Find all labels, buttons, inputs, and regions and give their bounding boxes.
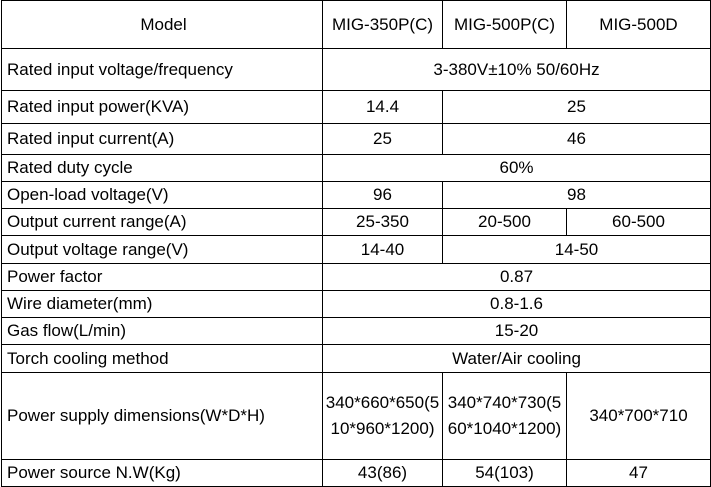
table-row: Rated input current(A) 25 46 — [1, 123, 711, 155]
table-row: Rated duty cycle 60% — [1, 154, 711, 182]
table-cell: 25 — [322, 123, 443, 155]
table-row: Wire diameter(mm) 0.8-1.6 — [1, 290, 711, 318]
table-row: Torch cooling method Water/Air cooling — [1, 344, 711, 373]
table-cell: Rated duty cycle — [1, 154, 323, 182]
table-cell: 340*660*650(510*960*1200) — [322, 372, 443, 460]
table-row: Rated input voltage/frequency 3-380V±10% … — [1, 48, 711, 91]
table-cell: 60-500 — [566, 208, 711, 236]
table-cell: Open-load voltage(V) — [1, 181, 323, 209]
table-cell: 340*700*710 — [566, 372, 711, 460]
table-row: Rated input power(KVA) 14.4 25 — [1, 90, 711, 124]
table-cell: 98 — [442, 181, 711, 209]
table-row: Output voltage range(V) 14-40 14-50 — [1, 235, 711, 264]
table-cell: 3-380V±10% 50/60Hz — [322, 48, 711, 91]
table-cell: Rated input voltage/frequency — [1, 48, 323, 91]
table-cell: 14-50 — [442, 235, 711, 264]
table-cell: 0.87 — [322, 263, 711, 291]
table-cell: Output current range(A) — [1, 208, 323, 236]
table-cell: 340*740*730(560*1040*1200) — [442, 372, 567, 460]
table-cell: 46 — [442, 123, 711, 155]
table-cell: Rated input power(KVA) — [1, 90, 323, 124]
table-row: Output current range(A) 25-350 20-500 60-50… — [1, 208, 711, 236]
table-cell: 47 — [566, 459, 711, 487]
header-cell: MIG-350P(C) — [322, 0, 443, 49]
table-cell: 60% — [322, 154, 711, 182]
table-cell: 0.8-1.6 — [322, 290, 711, 318]
table-row: Open-load voltage(V) 96 98 — [1, 181, 711, 209]
table-cell: Torch cooling method — [1, 344, 323, 373]
header-cell: Model — [1, 0, 323, 49]
table-cell: Gas flow(L/min) — [1, 317, 323, 345]
header-cell: MIG-500D — [566, 0, 711, 49]
table-cell: 14-40 — [322, 235, 443, 264]
table-row: Power factor 0.87 — [1, 263, 711, 291]
table-cell: 20-500 — [442, 208, 567, 236]
table-cell: 25-350 — [322, 208, 443, 236]
table-row: Gas flow(L/min) 15-20 — [1, 317, 711, 345]
header-cell: MIG-500P(C) — [442, 0, 567, 49]
table-cell: Water/Air cooling — [322, 344, 711, 373]
table-cell: 15-20 — [322, 317, 711, 345]
table-row: Power supply dimensions(W*D*H) 340*660*65… — [1, 372, 711, 460]
table-cell: Power source N.W(Kg) — [1, 459, 323, 487]
header-row: Model MIG-350P(C) MIG-500P(C) MIG-500D — [1, 0, 711, 49]
table-cell: 14.4 — [322, 90, 443, 124]
table-cell: Power factor — [1, 263, 323, 291]
table-cell: Power supply dimensions(W*D*H) — [1, 372, 323, 460]
table-cell: Rated input current(A) — [1, 123, 323, 155]
table-cell: 25 — [442, 90, 711, 124]
table-row: Power source N.W(Kg) 43(86) 54(103) 47 — [1, 459, 711, 487]
table-cell: 54(103) — [442, 459, 567, 487]
table-cell: 96 — [322, 181, 443, 209]
table-cell: 43(86) — [322, 459, 443, 487]
table-cell: Output voltage range(V) — [1, 235, 323, 264]
table-cell: Wire diameter(mm) — [1, 290, 323, 318]
